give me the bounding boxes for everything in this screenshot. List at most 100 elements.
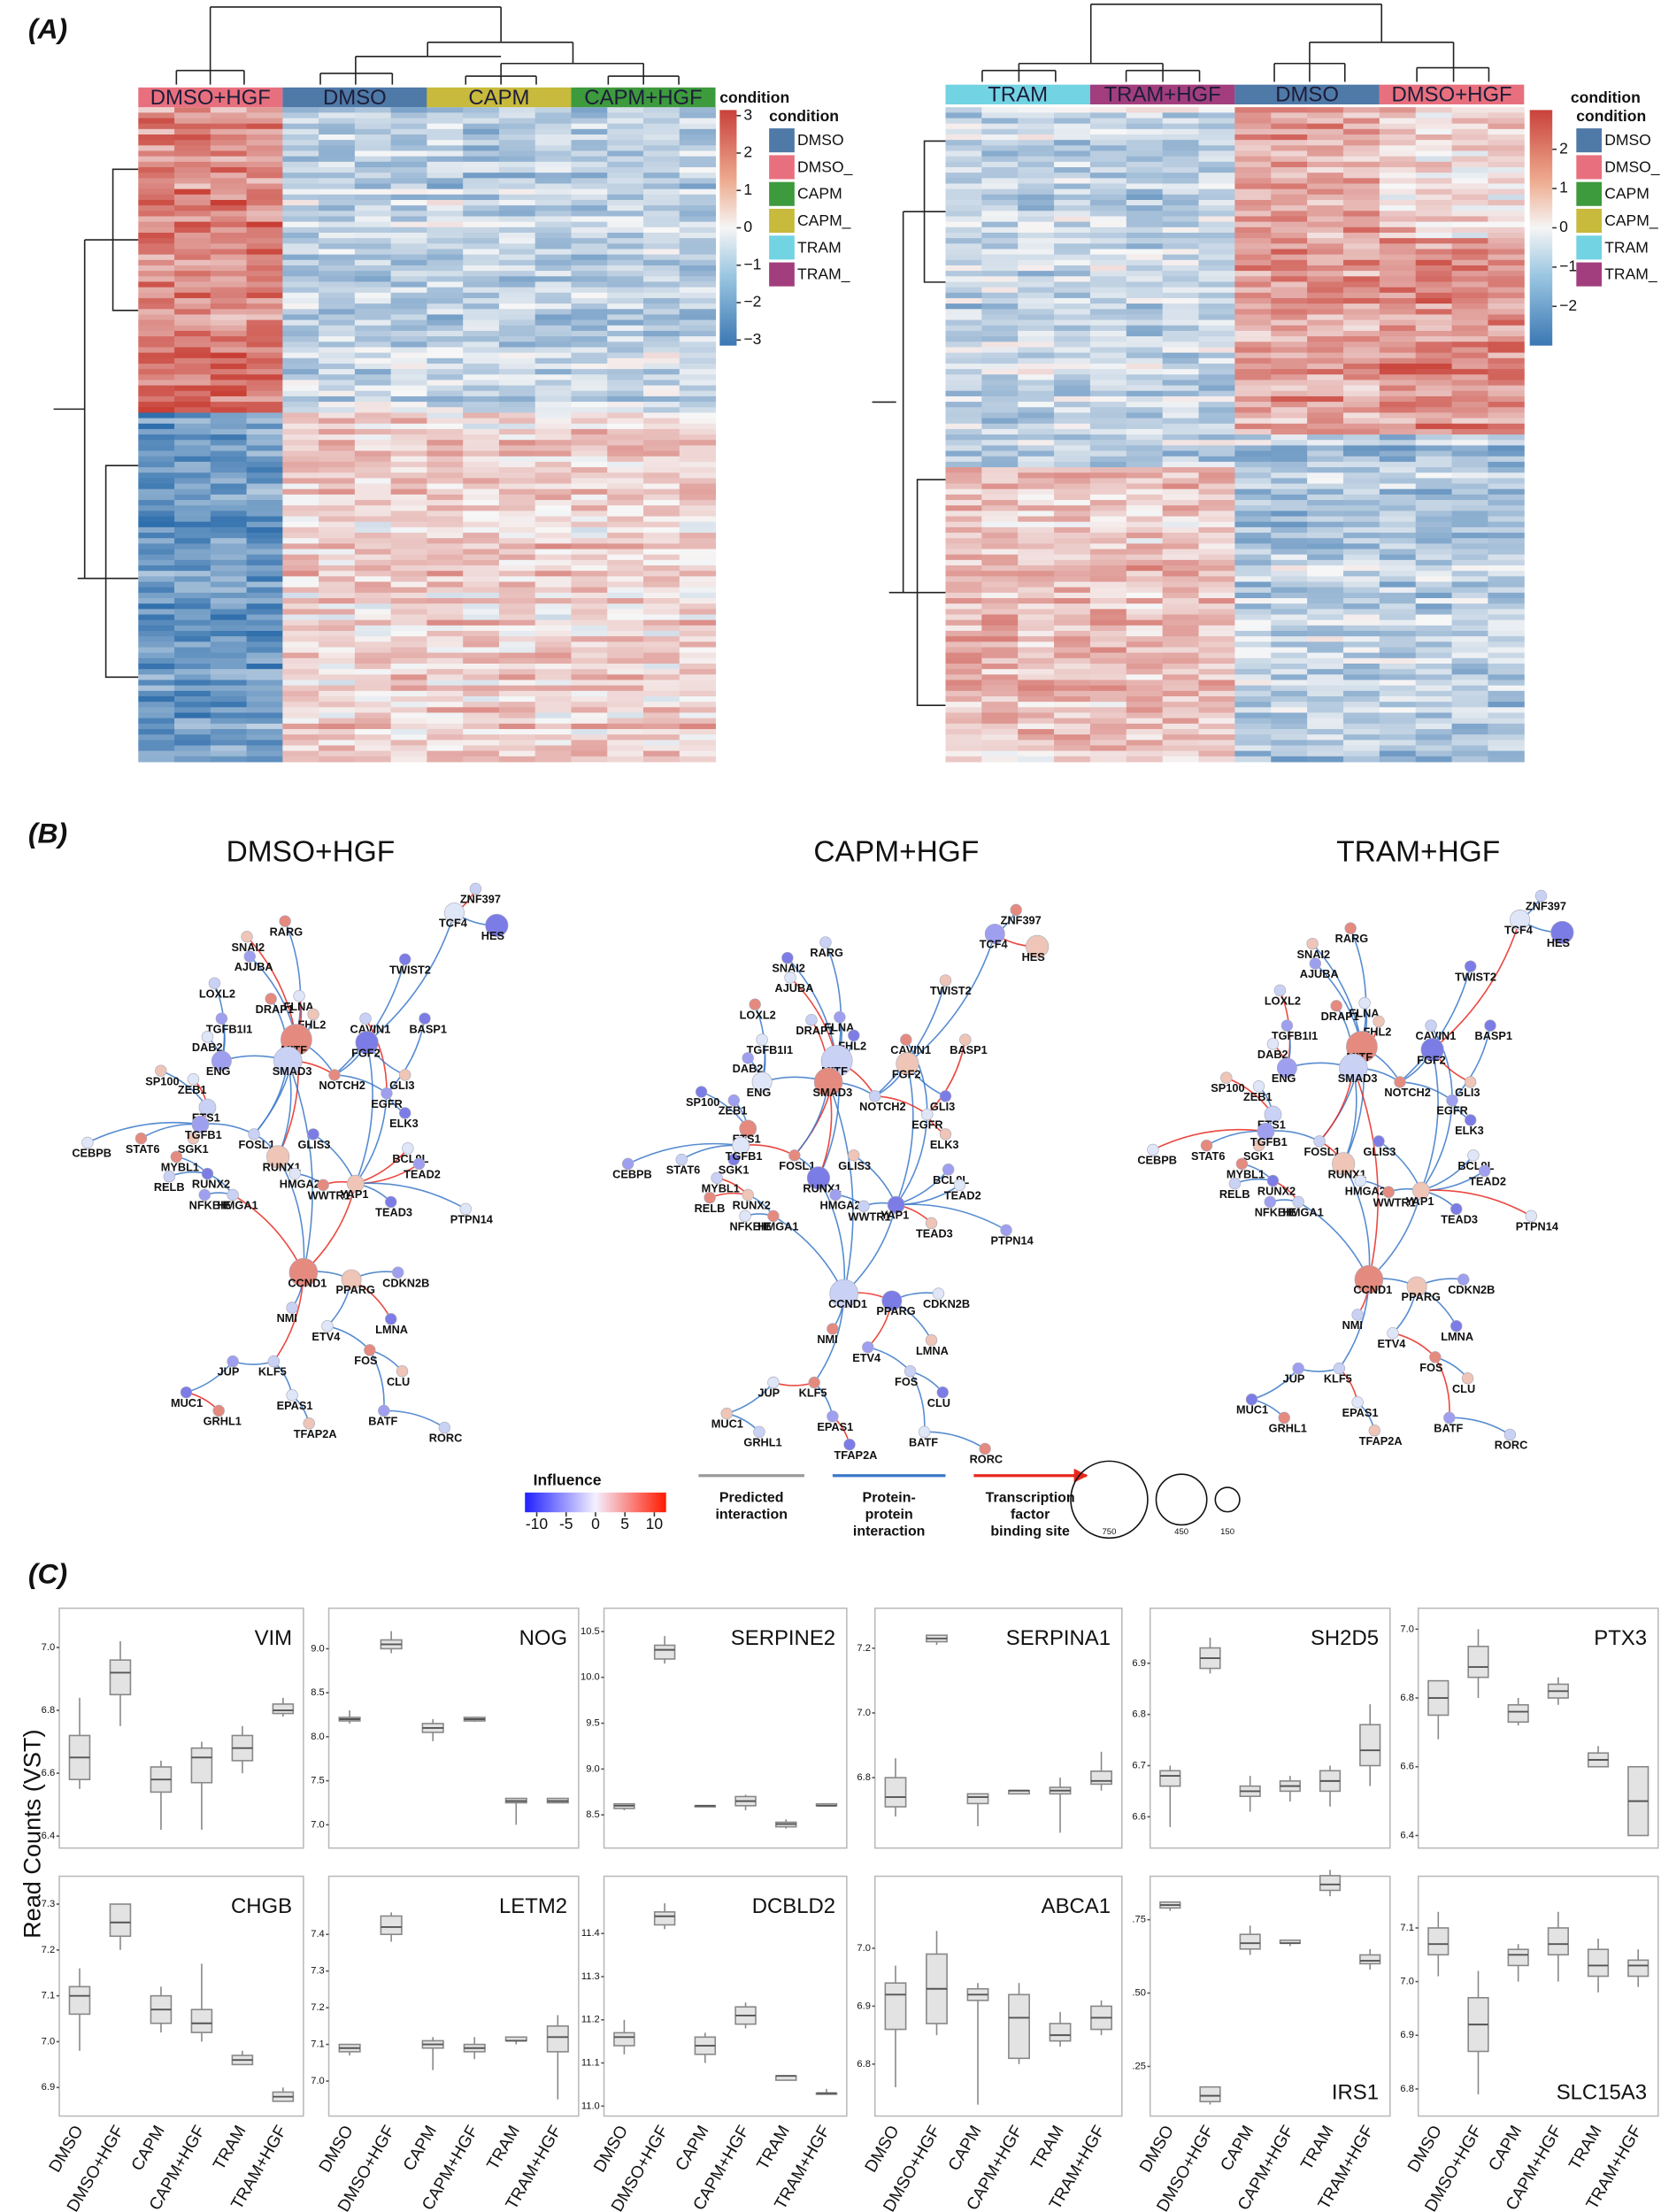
heatmap-cell [1379,380,1417,387]
heatmap-cell [1415,211,1453,217]
heatmap-cell [1234,194,1272,201]
heatmap-cell [498,723,536,730]
heatmap-cell [607,156,644,163]
heatmap-cell [1198,450,1235,457]
heatmap-cell [1234,336,1272,342]
heatmap-cell [210,478,248,485]
y-tick-label: 7.0 [1400,1624,1414,1634]
heatmap-cell [945,380,982,387]
heatmap-cell [246,680,283,687]
heatmap-cell [1379,434,1417,441]
heatmap-cell [1089,107,1127,113]
network-node [208,977,221,989]
heatmap-cell [1089,385,1127,392]
heatmap-cell [354,516,392,523]
colorbar-title: condition [1571,88,1641,106]
node-label: ETV4 [1377,1337,1406,1350]
heatmap-cell [1089,685,1127,692]
heatmap-cell [390,402,427,408]
heatmap-cell [642,123,681,130]
network-title: CAPM+HGF [813,835,979,868]
heatmap-cell [945,418,982,425]
heatmap-cell [945,281,982,288]
heatmap-cell [1162,309,1200,315]
heatmap-cell [1307,478,1344,485]
heatmap-cell [1379,598,1417,604]
heatmap-cell [1271,549,1308,556]
heatmap-cell [1198,342,1235,348]
heatmap-cell [319,297,356,304]
heatmap-cell [246,363,283,370]
heatmap-cell [1488,428,1525,435]
heatmap-cell [174,402,211,408]
heatmap-cell [981,297,1019,304]
heatmap-cell [463,619,500,626]
heatmap-cell [571,183,608,190]
heatmap-cell [1234,614,1272,621]
heatmap-cell [319,309,356,315]
node-label: PTPN14 [450,1213,494,1226]
heatmap-cell [1126,690,1164,697]
heatmap-cell [498,549,536,556]
heatmap-cell [981,516,1019,523]
heatmap-cell [246,188,283,196]
heatmap-cell [679,412,717,419]
heatmap-cell [498,565,536,572]
heatmap-cell [1162,533,1200,539]
heatmap-cell [1234,112,1272,119]
heatmap-cell [498,292,536,299]
heatmap-cell [1089,428,1127,435]
heatmap-cell [1018,478,1055,485]
heatmap-cell [1234,750,1272,757]
heatmap-cell [246,402,283,408]
heatmap-cell [571,194,608,201]
heatmap-cell [1054,669,1091,675]
heatmap-cell [1488,538,1525,544]
heatmap-cell [282,695,319,703]
heatmap-cell [1488,707,1525,713]
heatmap-cell [1089,554,1127,561]
heatmap-cell [1198,680,1235,687]
heatmap-cell [463,227,500,234]
heatmap-cell [1307,631,1344,637]
heatmap-cell [1198,276,1235,282]
heatmap-cell [282,598,319,604]
heatmap-cell [282,554,319,561]
heatmap-cell [981,718,1019,725]
heatmap-cell [138,402,175,408]
box [1467,1645,1489,1678]
node-label: SMAD3 [1338,1071,1378,1085]
heatmap-cell [498,619,536,626]
heatmap-cell [138,609,175,615]
heatmap-cell [1451,619,1488,626]
ppi-edge [355,1093,388,1185]
heatmap-cell [246,412,283,419]
heatmap-cell [427,347,464,354]
heatmap-cell [1018,543,1055,550]
heatmap-cell [1054,581,1091,588]
network-node [1344,922,1357,934]
heatmap-cell [1234,511,1272,518]
heatmap-cell [463,450,500,457]
heatmap-cell [210,526,248,534]
heatmap-cell [1126,478,1164,485]
node-label: DRAP1 [796,1024,834,1037]
heatmap-cell [463,625,500,632]
heatmap-cell [1018,690,1055,697]
heatmap-cell [981,636,1019,642]
heatmap-cell [463,402,500,408]
heatmap-cell [981,221,1019,228]
heatmap-cell [1018,194,1055,201]
heatmap-cell [463,199,500,206]
y-tick-label: 7.0 [42,2036,56,2047]
heatmap-cell [945,472,982,479]
heatmap-cell [319,211,356,217]
heatmap-cell [945,211,982,217]
node-label: CCND1 [288,1276,327,1289]
node-label: CLU [927,1396,950,1409]
heatmap-cell [1198,287,1235,294]
heatmap-cell [319,336,356,342]
heatmap-cell [1451,369,1488,375]
heatmap-cell [1415,221,1453,228]
heatmap-cell [1054,695,1091,703]
